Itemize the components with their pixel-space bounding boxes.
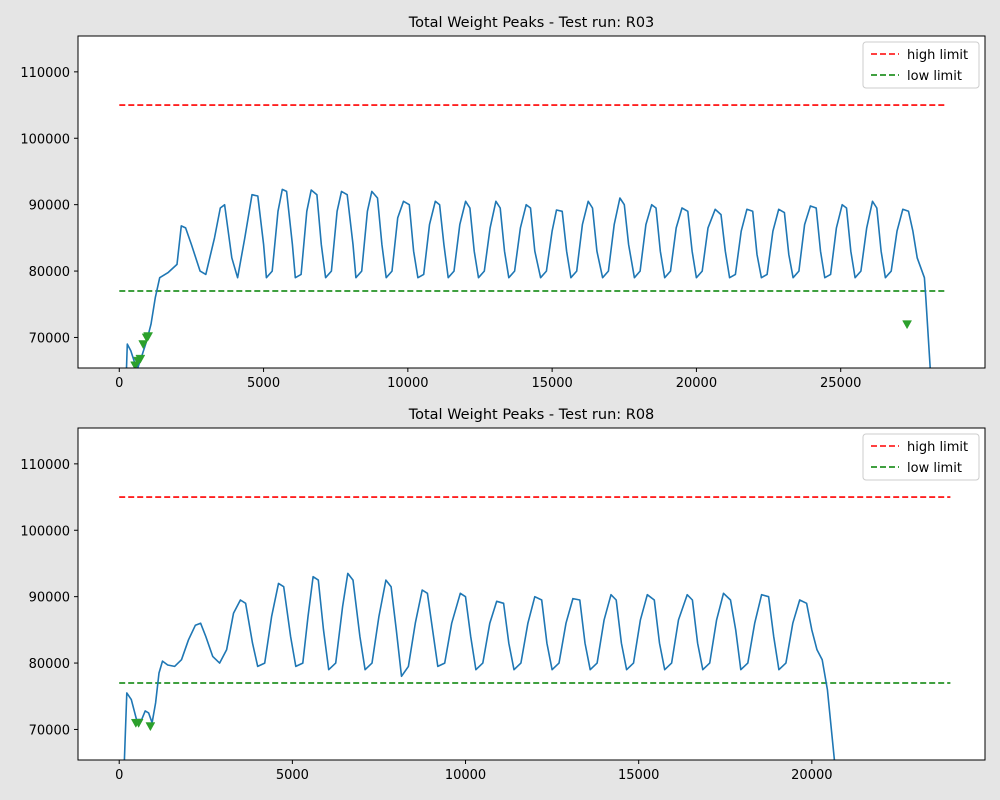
- y-tick-label: 110000: [20, 66, 70, 81]
- chart-r08: Total Weight Peaks - Test run: R08 0 5000 1…: [20, 407, 986, 783]
- chart-title: Total Weight Peaks - Test run: R08: [408, 407, 655, 423]
- y-tick-label: 70000: [29, 331, 70, 346]
- axes-frame: [77, 35, 986, 369]
- x-tick-label: 20000: [676, 376, 717, 391]
- peak-marker: [133, 718, 144, 728]
- peak-marker: [145, 722, 156, 732]
- plot-area: [78, 428, 985, 760]
- x-tick-label: 25000: [820, 376, 861, 391]
- x-tick-label: 0: [115, 768, 123, 783]
- y-tick-label: 110000: [20, 458, 70, 473]
- peak-marker: [135, 354, 146, 364]
- legend: high limit low limit: [862, 41, 980, 89]
- x-tick-label: 10000: [445, 768, 486, 783]
- x-tick-label: 5000: [247, 376, 280, 391]
- axes-frame: [77, 427, 986, 761]
- peak-marker: [138, 340, 149, 350]
- chart-title: Total Weight Peaks - Test run: R03: [408, 15, 655, 31]
- plot-area: [78, 36, 985, 368]
- x-tick-label: 10000: [387, 376, 428, 391]
- x-tick-label: 15000: [618, 768, 659, 783]
- legend-label: low limit: [907, 461, 962, 476]
- chart-r03: Total Weight Peaks - Test run: R03 0 5000 1…: [20, 15, 986, 391]
- legend-label: low limit: [907, 69, 962, 84]
- y-tick-label: 90000: [29, 591, 70, 606]
- x-tick-label: 20000: [791, 768, 832, 783]
- signal-line: [123, 572, 836, 760]
- y-tick-label: 80000: [29, 265, 70, 280]
- y-tick-label: 80000: [29, 657, 70, 672]
- y-tick-label: 70000: [29, 723, 70, 738]
- signal-line: [125, 188, 931, 368]
- legend-label: high limit: [907, 440, 968, 455]
- y-tick-label: 100000: [20, 524, 70, 539]
- legend-label: high limit: [907, 48, 968, 63]
- y-tick-label: 90000: [29, 199, 70, 214]
- x-tick-label: 0: [115, 376, 123, 391]
- y-tick-label: 100000: [20, 132, 70, 147]
- legend: high limit low limit: [862, 433, 980, 481]
- x-tick-label: 15000: [531, 376, 572, 391]
- x-tick-label: 5000: [276, 768, 309, 783]
- peak-marker: [902, 320, 913, 330]
- peak-marker: [143, 332, 154, 342]
